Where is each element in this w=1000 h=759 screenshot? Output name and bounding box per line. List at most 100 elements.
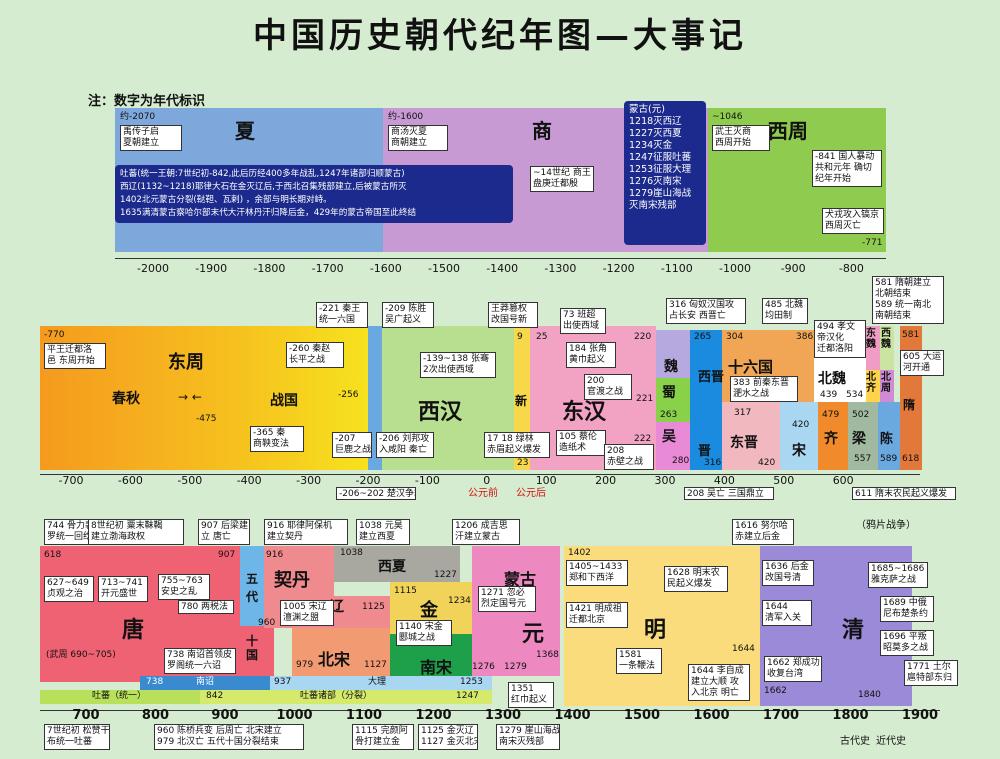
event-485: 485 北魏 均田制	[762, 298, 808, 324]
event-1115: 1115 完颜阿 骨打建立金	[352, 724, 414, 750]
shang-mid-event: ~14世纪 商王 盘庚迁都殷	[530, 166, 594, 192]
xiwei-block	[880, 326, 894, 370]
shiguo-block	[240, 626, 274, 682]
row2-axis-tick: -700	[58, 474, 84, 487]
num3-1840: 1840	[858, 690, 881, 700]
event-1206: 1206 成吉思 汗建立蒙古	[452, 519, 520, 545]
num3-979: 979	[296, 660, 314, 670]
row1-axis-tick: -1300	[544, 262, 577, 275]
donghan-name: 东汉	[562, 399, 607, 425]
row1-axis-tick: -1400	[486, 262, 519, 275]
row3-axis-tick: 1900	[901, 708, 939, 723]
num-475: -475	[196, 414, 217, 424]
event-916: 916 耶律阿保机 建立契丹	[264, 519, 348, 545]
row3-axis-tick: 1100	[345, 708, 383, 723]
note-text: 注：数字为年代标识	[88, 94, 206, 109]
wudai-block	[240, 546, 264, 626]
row2-axis-tick: -200	[355, 474, 381, 487]
xizhou-start: ~1046	[712, 112, 743, 122]
jin-name: 金	[420, 600, 438, 621]
num3-1234: 1234	[448, 596, 471, 606]
row3-axis-tick: 900	[211, 708, 239, 723]
num-770: -770	[44, 330, 65, 340]
beiwei-name: 北魏	[818, 371, 846, 387]
row2-axis-tick: -400	[236, 474, 262, 487]
event-383: 383 前秦东晋 淝水之战	[730, 376, 798, 402]
qi-name: 齐	[824, 431, 838, 447]
event-1644m: 1644 李自成 建立大顺 攻 入北京 明亡	[688, 664, 750, 701]
xizhou-end-event: 犬戎攻入镐京 西周灭亡	[822, 208, 884, 234]
event-wangmang: 王莽篡权 改国号新	[488, 302, 538, 328]
num3-1276: 1276	[472, 662, 495, 672]
row2-axis-tick: 300	[654, 474, 676, 487]
row1-axis-tick: -1900	[195, 262, 228, 275]
xin-name: 新	[515, 394, 528, 408]
xixia-name: 西夏	[378, 559, 406, 575]
dongwei-name: 东魏	[866, 328, 876, 350]
num-221: 221	[636, 394, 654, 404]
event-1662: 1662 郑成功 收复台湾	[764, 656, 822, 682]
event-780: 780 两税法	[178, 600, 234, 614]
row3-axis-tick: 1000	[276, 708, 313, 723]
row1-axis-tick: -900	[780, 262, 806, 275]
row2-axis-tick: 600	[832, 474, 854, 487]
wu-block	[656, 422, 696, 470]
ming-name: 明	[644, 617, 667, 643]
row3-axis-tick: 1200	[415, 708, 452, 723]
xijin-name: 西晋	[698, 370, 725, 385]
num-304: 304	[726, 332, 744, 342]
event-208: 208 赤壁之战	[604, 444, 654, 470]
page-title: 中国历史朝代纪年图—大事记	[253, 16, 747, 56]
wuzhou-label: (武周 690~705)	[46, 650, 116, 660]
xia-start: 约-2070	[120, 112, 156, 122]
event-1421: 1421 明成祖 迁都北京	[566, 602, 628, 628]
event-907: 907 后梁建 立 唐亡	[198, 519, 250, 545]
event-581: 581 隋朝建立 北朝结束 589 统一南北 南朝结束	[872, 276, 944, 324]
wei-block	[656, 330, 690, 378]
num3-1115: 1115	[394, 586, 417, 596]
tubo2-name: 吐蕃诸部（分裂）	[300, 691, 373, 701]
qidan-name: 契丹	[274, 570, 310, 591]
event-8c: 8世纪初 粟末靺鞨 建立渤海政权	[88, 519, 184, 545]
qi-block	[818, 402, 848, 470]
num-557: 557	[854, 454, 872, 464]
period-arrows: → ←	[178, 390, 202, 404]
num-420b: 420	[792, 420, 810, 430]
qidan-block	[264, 546, 334, 596]
num3-1662: 1662	[764, 686, 787, 696]
num-581: 581	[902, 330, 920, 340]
event-1689: 1689 中俄 尼布楚条约	[880, 596, 934, 622]
row1-axis-tick: -2000	[137, 262, 169, 275]
event-209: -209 陈胜 吴广起义	[382, 302, 434, 328]
row3-axis-tick: 1400	[554, 708, 591, 723]
nanzhao-block	[140, 676, 270, 690]
row1-axis-tick: -1600	[369, 262, 402, 275]
num-316: 316	[704, 458, 722, 468]
sui-name: 隋	[903, 398, 916, 412]
num-317: 317	[734, 408, 752, 418]
beiqi-block	[866, 370, 880, 402]
event-1616: 1616 努尔哈 赤建立后金	[732, 519, 794, 545]
xia-event: 禹传子启 夏朝建立	[120, 125, 182, 151]
event-1125: 1125 金灭辽 1127 金灭北宋	[418, 724, 478, 750]
row2-axis-line	[40, 474, 920, 475]
num3-1402: 1402	[568, 548, 591, 558]
num-265: 265	[694, 332, 712, 342]
event-73: 73 班超 出使西域	[560, 308, 606, 334]
num-439: 439	[820, 390, 838, 400]
xixia-block	[334, 546, 460, 582]
num-263: 263	[660, 410, 678, 420]
num-220a: 220	[634, 332, 652, 342]
shiliuguo-name: 十六国	[728, 358, 774, 376]
num3-842: 842	[206, 691, 224, 701]
event-1279b: 1279 崖山海战 南宋灭残部	[496, 724, 560, 750]
row3-axis-line	[40, 710, 940, 711]
row2-axis-tick: 400	[713, 474, 735, 487]
dongwei-block	[866, 326, 880, 370]
nanzhao-name: 南诏	[196, 677, 215, 687]
row2-axis-tick: -300	[296, 474, 322, 487]
xizhou-841-event: -841 国人暴动 共和元年 确切 纪年开始	[812, 150, 882, 187]
modern-history-label: 近代史	[876, 736, 906, 747]
num3-1279: 1279	[504, 662, 527, 672]
beizhou-block	[880, 370, 894, 402]
